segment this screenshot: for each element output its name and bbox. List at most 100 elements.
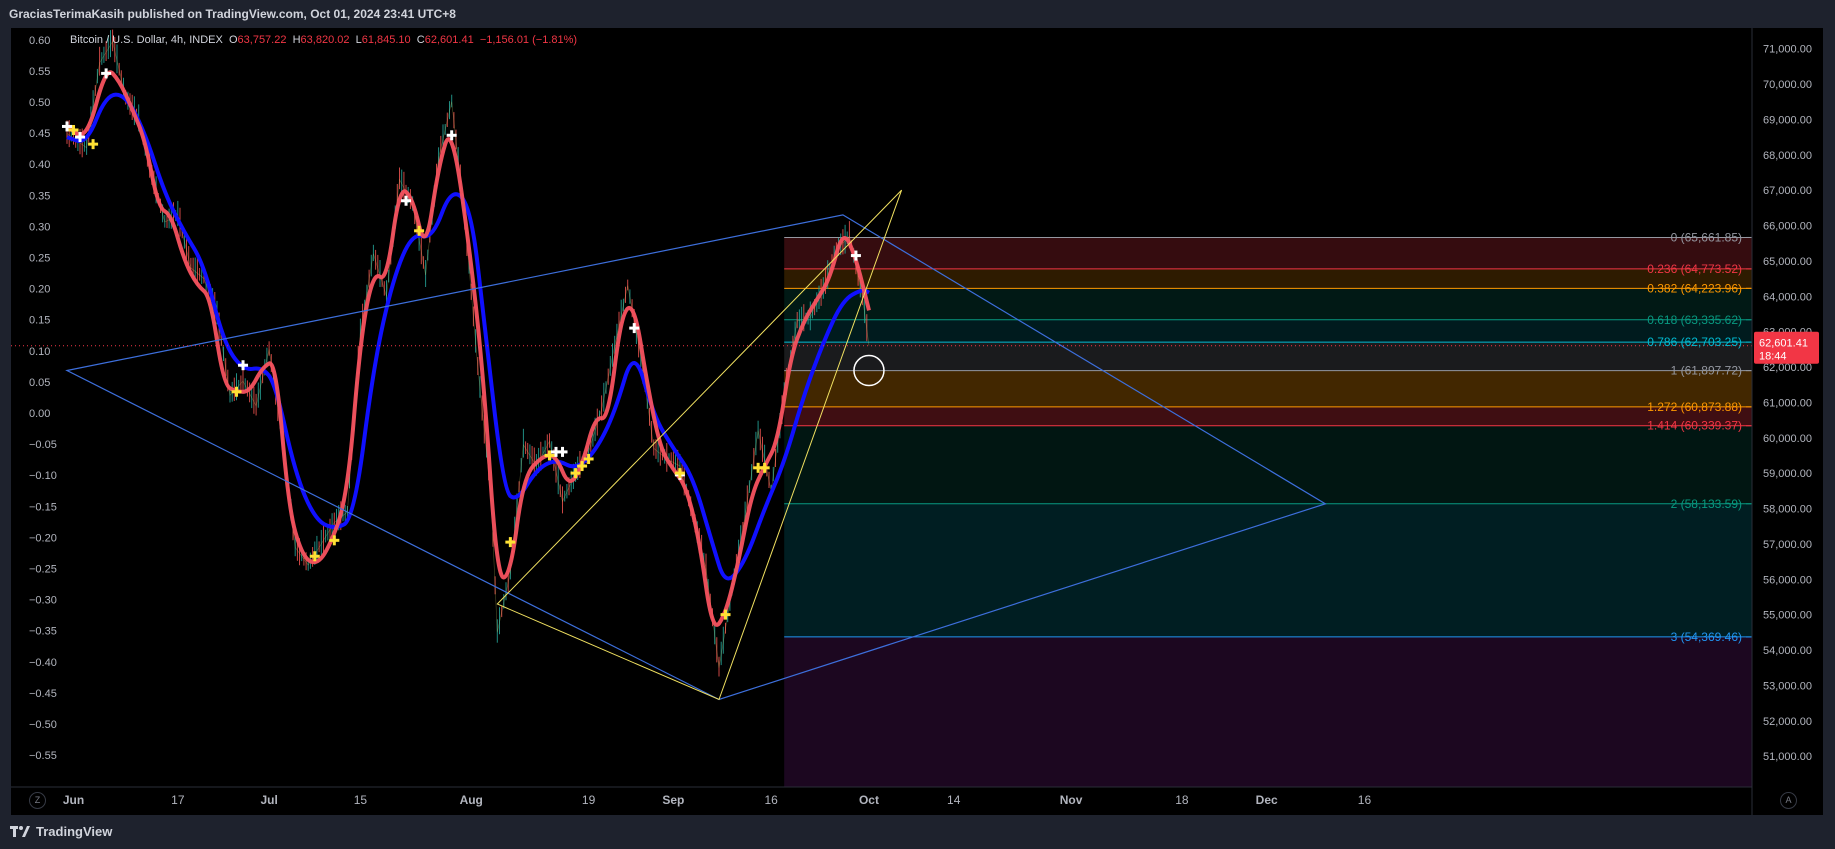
signal-marker-white <box>75 132 86 143</box>
time-tick-label: 15 <box>354 793 368 807</box>
price-tick-label: 61,000.00 <box>1763 397 1812 409</box>
signal-marker-yellow <box>720 609 731 620</box>
price-tick-label: 65,000.00 <box>1763 256 1812 268</box>
ratio-tick-label: 0.15 <box>29 315 50 327</box>
price-series <box>66 29 870 677</box>
time-tick-label: Oct <box>859 793 879 807</box>
fib-zone-2 <box>784 503 1752 637</box>
marker-v <box>104 68 108 79</box>
ratio-tick-label: −0.40 <box>29 657 57 669</box>
marker-v <box>91 139 95 150</box>
price-tick-label: 53,000.00 <box>1763 680 1812 692</box>
signal-marker-white <box>850 250 861 261</box>
open-label: O <box>228 34 238 46</box>
marker-v <box>417 225 421 236</box>
time-tick-label: Dec <box>1256 793 1278 807</box>
ema-fast <box>65 70 871 627</box>
price-tick-label: 52,000.00 <box>1763 716 1812 728</box>
marker-v <box>241 360 245 371</box>
ratio-axis: 0.60 0.55 0.50 0.45 0.40 0.35 0.30 0.25 0.20 0.15… <box>29 35 57 762</box>
signal-marker-white <box>446 130 457 141</box>
fib-label-1: 1 (61,897.72) <box>1671 364 1742 378</box>
ratio-tick-label: 0.00 <box>29 408 50 420</box>
signal-marker-yellow <box>505 537 516 548</box>
time-tick-label: Jul <box>260 793 277 807</box>
tradingview-logo-icon <box>10 825 30 839</box>
time-tick-label: 14 <box>947 793 961 807</box>
auto-scale-right-button[interactable]: A <box>1780 792 1797 809</box>
marker-v <box>756 462 760 473</box>
ratio-tick-label: 0.35 <box>29 190 50 202</box>
ratio-tick-label: 0.50 <box>29 97 50 109</box>
price-tick-label: 59,000.00 <box>1763 468 1812 480</box>
time-tick-label: Aug <box>460 793 483 807</box>
signal-marker-yellow <box>583 453 594 464</box>
signal-marker-yellow <box>674 468 685 479</box>
marker-v <box>854 250 858 261</box>
top-bar: GraciasTerimaKasih published on TradingV… <box>0 0 1835 28</box>
fib-zone-1-272 <box>784 406 1752 426</box>
marker-v <box>574 468 578 479</box>
brand[interactable]: TradingView <box>10 824 112 839</box>
ratio-tick-label: 0.10 <box>29 346 50 358</box>
fib-labels: 0 (65,661.85) 0.236 (64,773.52) 0.382 (64,… <box>1647 230 1752 644</box>
auto-scale-left-button[interactable]: Z <box>29 792 46 809</box>
ratio-tick-label: 0.45 <box>29 128 50 140</box>
time-axis: Jun 17 Jul 15 Aug 19 Sep 16 Oct 14 Nov 18 Dec 16 <box>11 28 1753 815</box>
ratio-tick-label: 0.20 <box>29 284 50 296</box>
signal-marker-yellow <box>88 139 99 150</box>
high-label: H <box>292 34 301 46</box>
signal-marker-yellow <box>544 450 555 461</box>
ratio-tick-label: 0.30 <box>29 221 50 233</box>
price-tag-box <box>1754 331 1819 364</box>
price-tick-label: 57,000.00 <box>1763 539 1812 551</box>
price-close-line <box>66 40 870 668</box>
price-tick-label: 70,000.00 <box>1763 79 1812 91</box>
time-tick-label: 17 <box>171 793 185 807</box>
wedge-drawing <box>496 189 903 701</box>
marker-v <box>72 124 76 135</box>
price-tick-label: 58,000.00 <box>1763 504 1812 516</box>
marker-v <box>561 446 565 457</box>
time-tick-label: Nov <box>1060 793 1083 807</box>
chart-frame[interactable] <box>11 28 1823 815</box>
ratio-tick-label: −0.25 <box>29 564 57 576</box>
ema-slow-line <box>66 92 870 581</box>
low-label: L <box>355 34 362 46</box>
signal-marker-yellow <box>68 124 79 135</box>
marker-v <box>404 195 408 206</box>
open-value: 63,757.22 <box>237 34 287 46</box>
fib-zone-0-236 <box>784 268 1752 289</box>
ratio-tick-label: 0.05 <box>29 377 50 389</box>
marker-v <box>235 386 239 397</box>
close-label: C <box>416 34 425 46</box>
ratio-tick-label: −0.50 <box>29 719 57 731</box>
price-tick-label: 54,000.00 <box>1763 645 1812 657</box>
fib-label-0-236: 0.236 (64,773.52) <box>1647 262 1742 276</box>
ratio-tick-label: 0.60 <box>29 35 50 47</box>
ratio-tick-label: −0.45 <box>29 688 57 700</box>
fib-label-1-272: 1.272 (60,873.88) <box>1647 400 1742 414</box>
ema-slow <box>66 92 870 581</box>
signal-marker-yellow <box>231 386 242 397</box>
price-tick-label: 71,000.00 <box>1763 44 1812 56</box>
symbol-name: Bitcoin / U.S. Dollar, 4h, INDEX <box>70 34 223 46</box>
low-value: 61,845.10 <box>361 34 411 46</box>
signal-marker-yellow <box>414 225 425 236</box>
signal-marker-yellow <box>759 462 770 473</box>
marker-v <box>632 323 636 334</box>
ratio-tick-label: 0.40 <box>29 159 50 171</box>
fib-label-0-618: 0.618 (63,335.62) <box>1647 313 1742 327</box>
ratio-tick-label: 0.55 <box>29 66 50 78</box>
time-tick-label: 16 <box>764 793 778 807</box>
price-tick-label: 55,000.00 <box>1763 610 1812 622</box>
change-value: −1,156.01 (−1.81%) <box>479 34 578 46</box>
marker-v <box>78 132 82 143</box>
fib-label-0-382: 0.382 (64,223.96) <box>1647 281 1742 295</box>
ratio-tick-label: −0.10 <box>29 470 57 482</box>
time-tick-label: 16 <box>1358 793 1372 807</box>
fib-zones <box>784 237 1752 787</box>
marker-v <box>313 551 317 562</box>
fib-label-0: 0 (65,661.85) <box>1671 230 1742 244</box>
